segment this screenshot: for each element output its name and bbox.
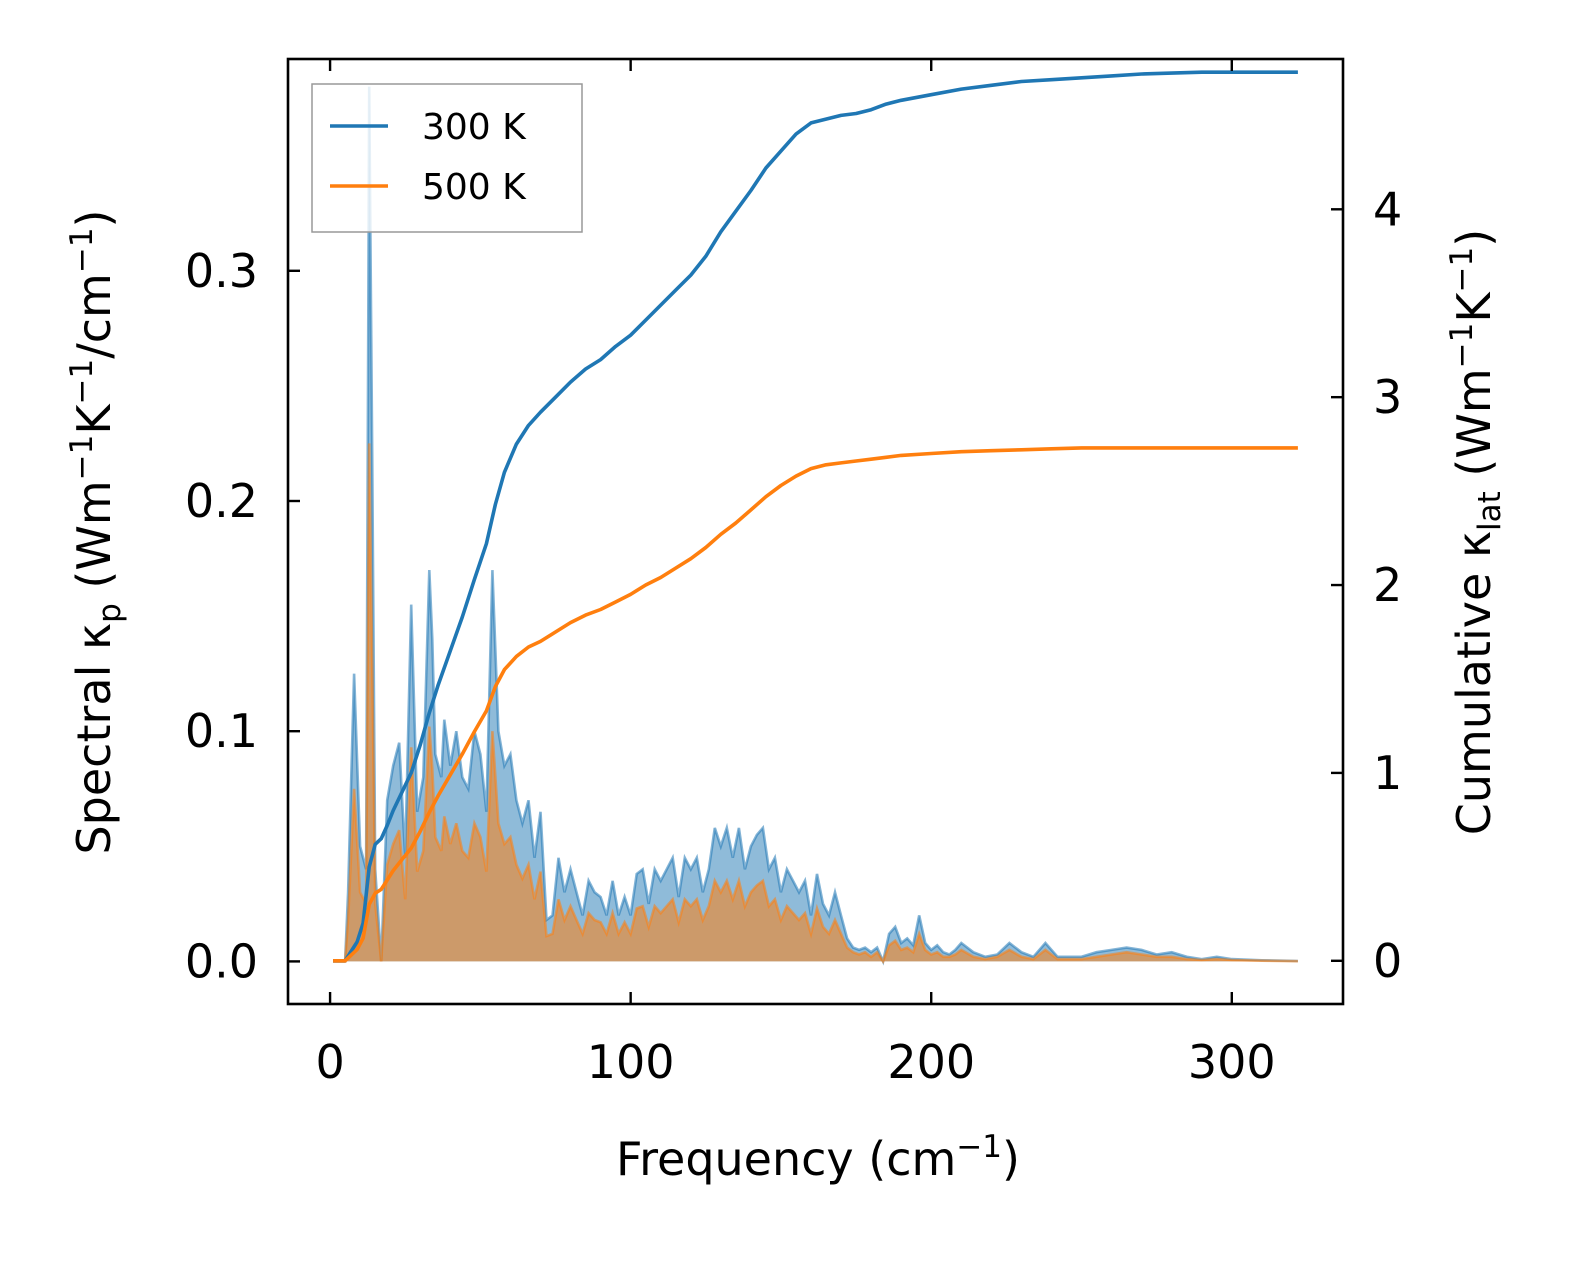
x-axis-label: Frequency (cm−1) (616, 1129, 1020, 1186)
y-left-tick-label: 0.2 (185, 474, 258, 528)
spectral-line-500k (333, 443, 1298, 965)
legend-label-300k: 300 K (422, 107, 527, 148)
plot-area (333, 70, 1298, 966)
spectral-line-300k (333, 86, 1298, 966)
y-right-tick-label: 0 (1373, 934, 1402, 988)
x-tick-label: 0 (315, 1035, 344, 1089)
cumulative-line-300k (333, 70, 1298, 963)
cumulative-line-500k (333, 446, 1298, 963)
axes-frame (286, 57, 1345, 1006)
x-tick-label: 300 (1188, 1035, 1276, 1089)
legend: 300 K 500 K (311, 83, 583, 233)
y-axis-right-label: Cumulative κlat (Wm−1K−1) (1444, 229, 1508, 835)
y-right-tick-label: 1 (1373, 746, 1402, 800)
y-right-tick-label: 3 (1373, 370, 1402, 424)
spectral-fill-500k (333, 443, 1298, 962)
y-right-tick-label: 4 (1373, 182, 1402, 236)
y-left-tick-label: 0.0 (185, 934, 258, 988)
axis-ticks: 0 100 200 300 0.0 0.1 0.2 0.3 0 1 2 3 4 (185, 59, 1402, 1089)
legend-box (311, 83, 583, 233)
y-axis-left-label: Spectral κp (Wm−1K−1/cm−1) (64, 209, 128, 854)
y-left-tick-label: 0.3 (185, 244, 258, 298)
y-left-tick-label: 0.1 (185, 704, 258, 758)
x-tick-label: 100 (587, 1035, 675, 1089)
legend-label-500k: 500 K (422, 167, 527, 208)
y-right-tick-label: 2 (1373, 558, 1402, 612)
x-tick-label: 200 (887, 1035, 975, 1089)
